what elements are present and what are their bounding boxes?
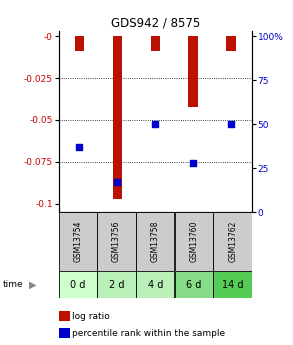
- Point: [229, 121, 234, 127]
- Text: 4 d: 4 d: [148, 280, 163, 289]
- Point: [153, 121, 158, 127]
- Bar: [59, 271, 97, 298]
- Text: time: time: [3, 280, 23, 289]
- Bar: [151, 36, 160, 51]
- Text: 6 d: 6 d: [186, 280, 202, 289]
- Bar: [214, 213, 252, 270]
- Bar: [214, 271, 252, 298]
- Text: log ratio: log ratio: [72, 312, 110, 321]
- Text: GSM13760: GSM13760: [190, 221, 198, 262]
- Bar: [98, 213, 136, 270]
- Bar: [175, 271, 213, 298]
- Bar: [188, 36, 198, 107]
- Text: GSM13762: GSM13762: [228, 221, 237, 262]
- Bar: [75, 36, 84, 51]
- Text: percentile rank within the sample: percentile rank within the sample: [72, 329, 225, 338]
- Point: [191, 160, 195, 166]
- Bar: [226, 36, 236, 51]
- Point: [77, 144, 82, 150]
- Text: 2 d: 2 d: [109, 280, 124, 289]
- Bar: [98, 271, 136, 298]
- Text: GSM13756: GSM13756: [112, 221, 121, 262]
- Bar: [136, 271, 174, 298]
- Text: 14 d: 14 d: [222, 280, 243, 289]
- Title: GDS942 / 8575: GDS942 / 8575: [111, 17, 200, 30]
- Bar: [113, 36, 122, 199]
- Text: GSM13754: GSM13754: [74, 221, 82, 262]
- Bar: [136, 213, 174, 270]
- Bar: [175, 213, 213, 270]
- Bar: [59, 328, 70, 338]
- Bar: [59, 311, 70, 321]
- Text: ▶: ▶: [29, 280, 37, 289]
- Text: GSM13758: GSM13758: [151, 221, 160, 262]
- Text: 0 d: 0 d: [70, 280, 86, 289]
- Point: [115, 179, 120, 185]
- Bar: [59, 213, 97, 270]
